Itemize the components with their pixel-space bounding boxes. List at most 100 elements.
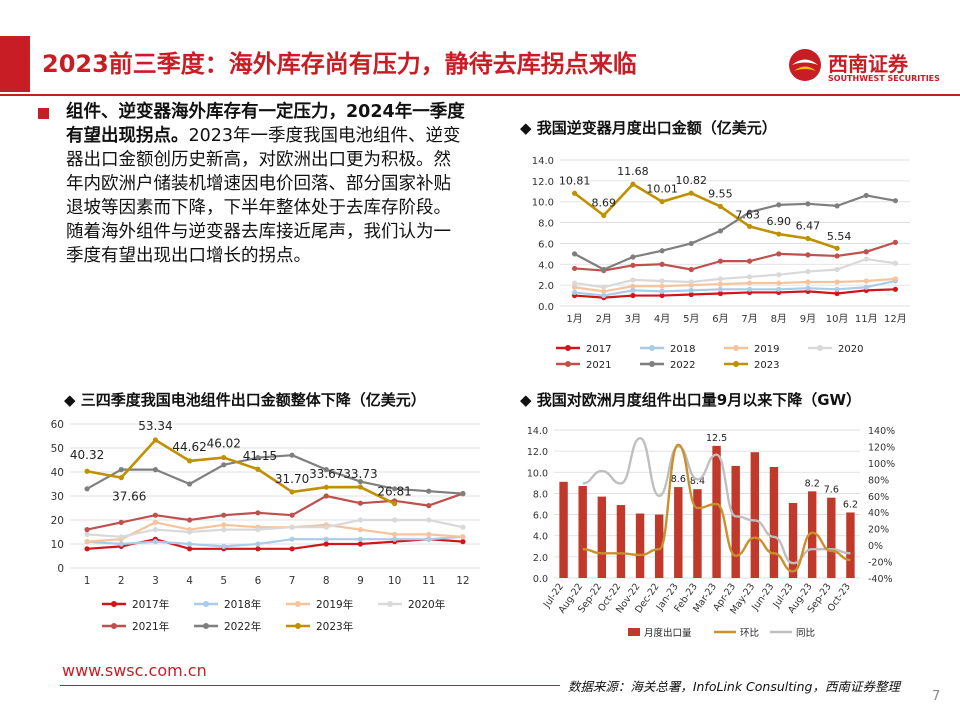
data-point [460, 539, 466, 545]
data-label: 26.81 [377, 485, 411, 499]
data-point [323, 493, 329, 499]
logo-name-en: SOUTHWEST SECURITIES [828, 74, 940, 83]
data-label: 46.02 [207, 437, 241, 451]
legend-label: 月度出口量 [644, 627, 692, 639]
data-point [834, 290, 840, 297]
data-point [221, 512, 227, 518]
data-point [746, 209, 753, 215]
y-right-tick-label: 100% [868, 459, 895, 470]
series-line-2022年 [86, 454, 463, 495]
x-tick-label: 8 [323, 575, 330, 587]
data-point [118, 534, 124, 540]
data-point [688, 287, 694, 293]
data-point [805, 201, 811, 207]
x-tick-label: 2 [118, 575, 125, 587]
bar-Sep-22 [597, 496, 607, 578]
data-point [186, 517, 193, 523]
x-tick-label: 10 [388, 575, 401, 587]
bar-May-23 [750, 452, 760, 578]
x-tick-label: 11 [422, 575, 435, 587]
legend-label: 2017年 [132, 598, 169, 611]
data-point [84, 531, 90, 537]
data-label: 40.32 [70, 448, 104, 462]
series-line-2022 [574, 194, 896, 271]
data-point [630, 283, 636, 289]
data-point [186, 529, 193, 535]
data-label: 6.47 [796, 220, 821, 233]
data-point [659, 292, 665, 299]
data-point [221, 522, 227, 528]
data-point [357, 536, 364, 542]
data-point [717, 286, 724, 292]
y-tick-label: 10 [51, 539, 64, 551]
data-point [152, 437, 159, 443]
data-point [426, 517, 432, 523]
data-point [460, 524, 466, 530]
x-tick-label: 1 [84, 575, 91, 587]
data-label: 53.34 [138, 419, 172, 433]
series-line-2020 [574, 257, 896, 289]
data-point [152, 519, 159, 525]
bar-label: 7.6 [824, 485, 839, 496]
data-point [571, 280, 578, 286]
data-point [892, 286, 899, 292]
series-line-2020年 [87, 518, 464, 538]
y-tick-label: 50 [51, 443, 64, 455]
data-point [863, 256, 869, 262]
page-title: 2023前三季度：海外库存尚有压力，静待去库拐点来临 [42, 50, 637, 78]
data-point [601, 288, 607, 294]
bar-label: 8.6 [671, 474, 686, 485]
data-point [186, 481, 193, 487]
data-label: 6.90 [767, 215, 792, 228]
y-tick-label: 2.0 [538, 281, 554, 292]
data-point [391, 486, 398, 492]
bar-label: 8.4 [690, 476, 705, 487]
legend-swatch-bar [628, 628, 640, 636]
data-point [118, 475, 124, 481]
summary-lead: 组件、逆变器海外库存有一定压力，2024年一季度有望出现拐点。 [66, 102, 465, 146]
data-point [289, 546, 295, 552]
page-number: 7 [932, 689, 941, 704]
series-line-2021年 [86, 492, 464, 531]
data-point [834, 253, 840, 259]
y-left-tick-label: 8.0 [533, 489, 548, 500]
data-label: 11.68 [617, 165, 649, 178]
bar-Aug-23 [807, 491, 817, 578]
series-line-2021 [574, 241, 896, 272]
x-tick-label: 4 [186, 575, 193, 587]
logo-name-cn: 西南证券 [828, 52, 908, 76]
data-point [776, 272, 782, 278]
data-point [601, 266, 607, 273]
y-left-tick-label: 6.0 [533, 511, 548, 522]
data-point [892, 276, 899, 282]
data-point [323, 467, 329, 473]
y-tick-label: 10.0 [532, 198, 554, 209]
data-point [152, 539, 159, 545]
europe-module-chart: 0.0 2.0 4.0 6.0 8.0 10.0 12.0 14.0 -40% -20% 0% 20%… [527, 426, 895, 639]
data-point [255, 466, 261, 472]
data-point [659, 283, 665, 289]
data-point [391, 531, 398, 537]
data-point [659, 278, 665, 284]
bar-Sep-23 [827, 497, 836, 578]
data-point [601, 292, 607, 299]
footer-url[interactable]: www.swsc.com.cn [62, 661, 207, 680]
data-point [863, 284, 869, 290]
data-point [84, 539, 90, 545]
data-point [221, 543, 227, 549]
y-tick-label: 40 [51, 467, 64, 479]
summary-text: 2023年一季度我国电池组件、逆变器出口金额创历史新高，对欧洲出口更为积极。然年… [66, 126, 461, 266]
data-point [834, 245, 840, 251]
series-line-2017 [574, 288, 896, 299]
data-point [391, 536, 398, 542]
data-point [892, 260, 899, 266]
x-tick-label: 1月 [566, 313, 582, 325]
data-point [255, 541, 261, 547]
data-point [571, 265, 578, 272]
data-point [746, 286, 753, 292]
data-point [118, 519, 124, 525]
data-point [289, 536, 295, 542]
chart2-title: ◆ 三四季度我国电池组件出口金额整体下降（亿美元） [64, 391, 426, 409]
data-point [834, 279, 840, 285]
